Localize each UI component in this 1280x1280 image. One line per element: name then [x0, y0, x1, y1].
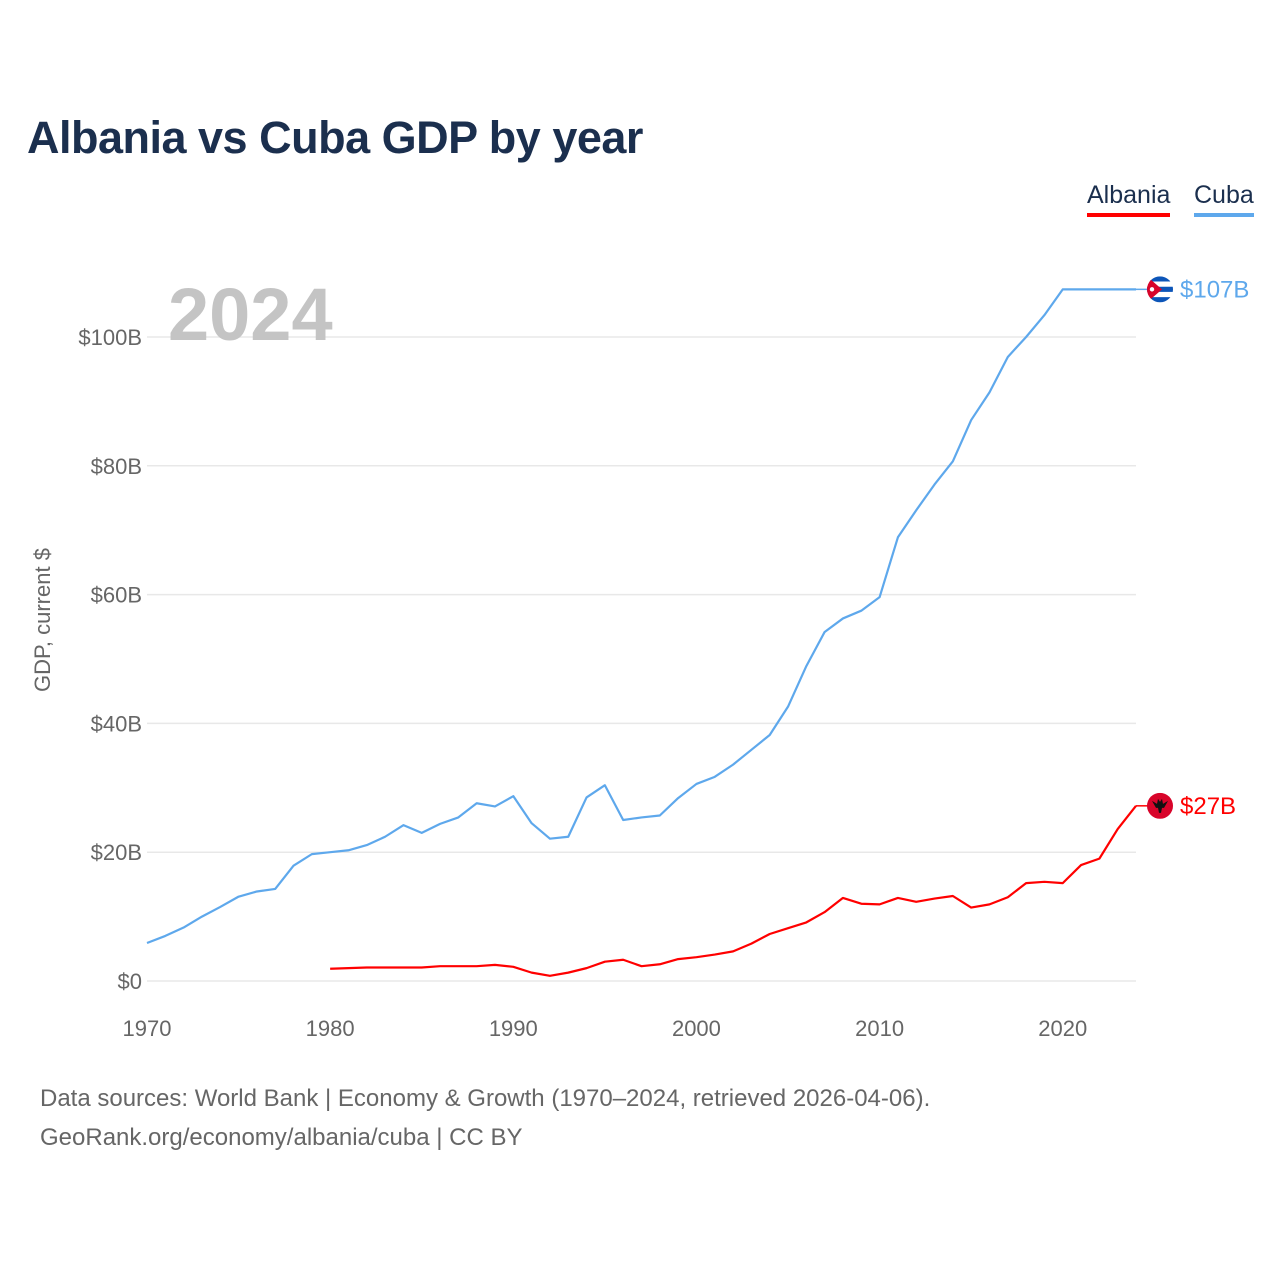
x-tick-label: 2010: [855, 1016, 904, 1041]
y-tick-label: $40B: [91, 711, 142, 736]
footer-sources: Data sources: World Bank | Economy & Gro…: [40, 1085, 931, 1112]
series-line-cuba: [146, 288, 1136, 945]
y-tick-label: $80B: [91, 454, 142, 479]
flag-stripe: [1147, 291, 1173, 298]
flag-star: [1149, 287, 1155, 292]
y-tick-label: $0: [118, 969, 142, 994]
end-value-label: $27B: [1180, 793, 1236, 820]
flag-stripe: [1147, 297, 1173, 303]
series-line-albania: [330, 805, 1137, 977]
albania-flag-icon: [1147, 792, 1173, 819]
x-tick-label: 2000: [672, 1016, 721, 1041]
y-axis-label: GDP, current $: [30, 548, 55, 692]
flag-stripe: [1147, 276, 1173, 282]
y-tick-label: $100B: [78, 325, 142, 350]
flag-triangle: [1147, 276, 1162, 303]
chart-title: Albania vs Cuba GDP by year: [27, 112, 643, 163]
legend-cuba[interactable]: Cuba: [1194, 181, 1254, 217]
y-tick-label: $20B: [91, 840, 142, 865]
x-tick-label: 1990: [489, 1016, 538, 1041]
x-tick-label: 1970: [123, 1016, 172, 1041]
end-value-label: $107B: [1180, 276, 1249, 303]
flag-stripe: [1147, 281, 1173, 287]
y-tick-label: $60B: [91, 583, 142, 608]
x-tick-label: 1980: [306, 1016, 355, 1041]
eagle-icon: [1152, 798, 1168, 813]
year-watermark: 2024: [168, 273, 333, 356]
legend-albania[interactable]: Albania: [1087, 181, 1171, 217]
x-tick-label: 2020: [1038, 1016, 1087, 1041]
footer-link[interactable]: GeoRank.org/economy/albania/cuba | CC BY: [40, 1124, 523, 1151]
cuba-flag-icon: [1147, 276, 1173, 303]
